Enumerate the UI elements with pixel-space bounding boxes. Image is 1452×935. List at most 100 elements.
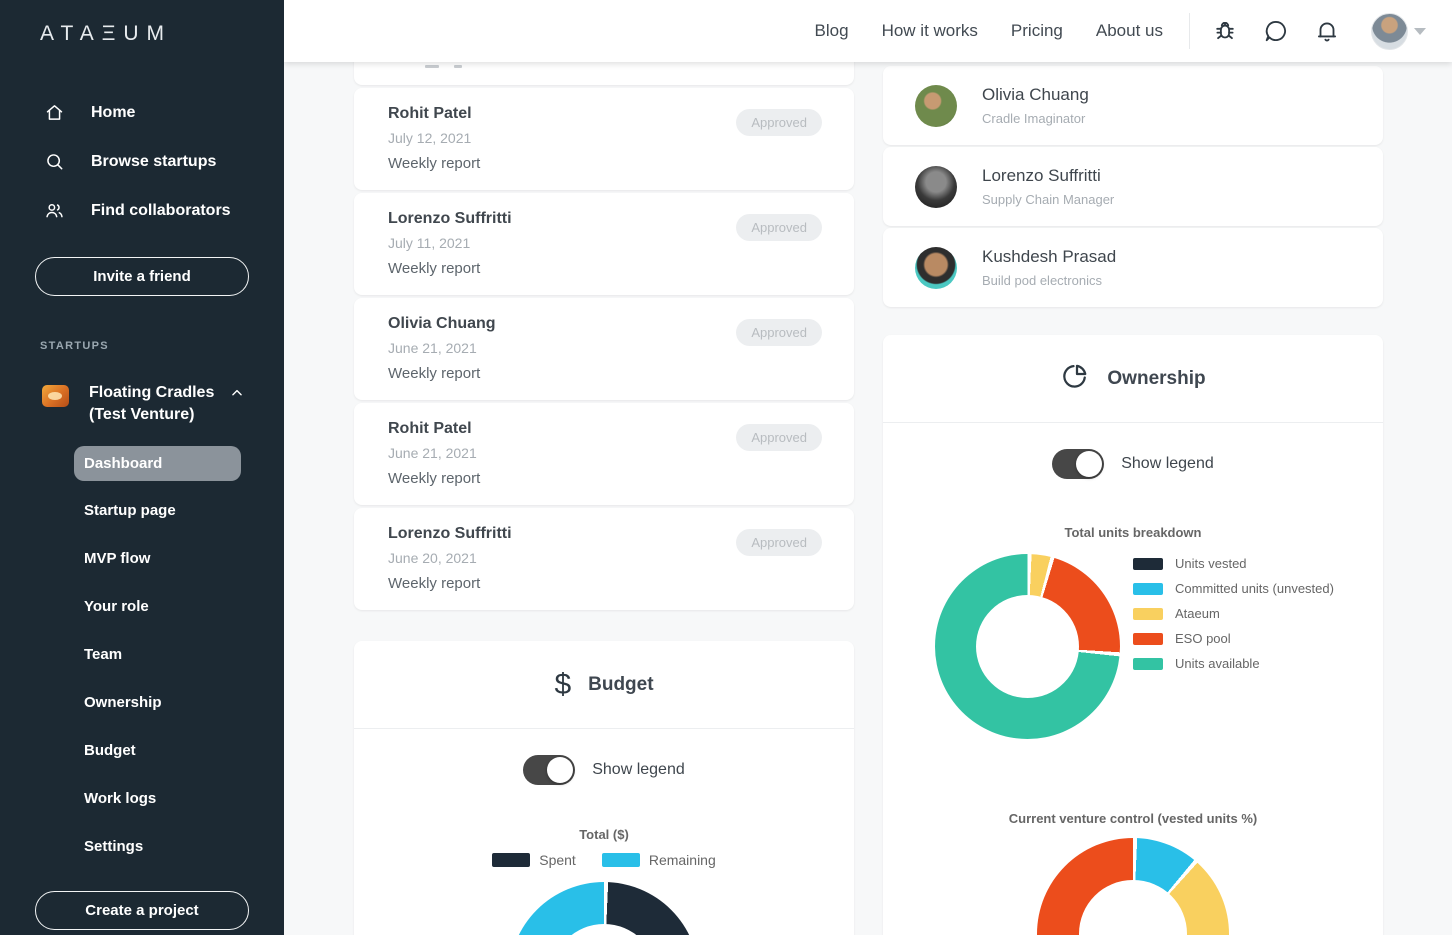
search-icon xyxy=(47,154,63,170)
worklog-row[interactable]: Olivia Chuang June 21, 2021 Weekly repor… xyxy=(354,298,854,400)
cut-text xyxy=(425,65,439,68)
avatar xyxy=(915,246,957,289)
venture-control-chart-title: Current venture control (vested units %) xyxy=(1008,811,1258,826)
user-avatar[interactable] xyxy=(1371,12,1408,50)
worklog-author: Lorenzo Suffritti xyxy=(388,525,512,542)
work-logs-column: Rohit Patel July 12, 2021 Weekly report … xyxy=(354,40,854,935)
topnav-links: Blog How it works Pricing About us xyxy=(815,21,1163,41)
nav-link-blog[interactable]: Blog xyxy=(814,21,849,40)
worklog-date: June 21, 2021 xyxy=(388,340,477,356)
legend-label: Remaining xyxy=(648,852,716,868)
budget-card-title: Budget xyxy=(588,673,654,695)
team-member-row[interactable]: Kushdesh Prasad Build pod electronics xyxy=(883,228,1383,307)
worklog-author: Rohit Patel xyxy=(388,105,472,122)
status-badge: Approved xyxy=(736,214,822,241)
budget-card-header: $ Budget xyxy=(354,641,854,729)
avatar xyxy=(915,84,957,127)
ownership-card-body: Show legend Total units breakdown Units … xyxy=(883,449,1383,935)
units-breakdown-donut-chart xyxy=(935,554,1120,739)
legend-chip-ataeum xyxy=(1133,607,1163,620)
user-menu[interactable] xyxy=(1371,12,1426,50)
legend-chip-spent xyxy=(492,853,531,867)
sidebar-item-settings[interactable]: Settings xyxy=(84,838,144,855)
units-breakdown-chart-title: Total units breakdown xyxy=(1064,525,1202,540)
venture-submenu: Dashboard Startup page MVP flow Your rol… xyxy=(74,446,284,865)
worklog-row[interactable]: Rohit Patel June 21, 2021 Weekly report … xyxy=(354,403,854,505)
legend-item: ESO pool xyxy=(1133,631,1334,646)
worklog-row[interactable]: Lorenzo Suffritti July 11, 2021 Weekly r… xyxy=(354,193,854,295)
legend-label: Units available xyxy=(1175,656,1260,671)
chat-icon[interactable] xyxy=(1263,18,1289,44)
legend-item: Committed units (unvested) xyxy=(1133,581,1334,596)
brand-logo: ATAΞUM xyxy=(40,22,173,45)
venture-thumbnail xyxy=(42,385,69,407)
worklog-date: July 12, 2021 xyxy=(388,130,472,146)
legend-chip-eso-pool xyxy=(1133,632,1163,645)
legend-chip-units-available xyxy=(1133,657,1163,670)
legend-chip-committed-units xyxy=(1133,582,1163,595)
show-legend-toggle[interactable] xyxy=(1052,449,1105,479)
sidebar-item-browse-startups[interactable]: Browse startups xyxy=(0,137,284,186)
toggle-knob xyxy=(1076,451,1103,477)
dollar-icon: $ xyxy=(554,667,572,701)
notifications-icon[interactable] xyxy=(1314,18,1340,44)
sidebar-item-ownership[interactable]: Ownership xyxy=(84,694,162,711)
sidebar-item-home[interactable]: Home xyxy=(0,88,284,137)
budget-donut-chart xyxy=(509,882,699,935)
sidebar-item-work-logs[interactable]: Work logs xyxy=(84,790,157,807)
member-role: Build pod electronics xyxy=(982,273,1102,288)
venture-item-floating-cradles[interactable]: Floating Cradles (Test Venture) xyxy=(42,382,266,426)
people-icon xyxy=(46,203,63,218)
legend-label: Committed units (unvested) xyxy=(1175,581,1334,596)
worklog-author: Lorenzo Suffritti xyxy=(388,210,512,227)
bug-report-icon[interactable] xyxy=(1212,18,1238,44)
avatar xyxy=(915,165,957,208)
legend-label: ESO pool xyxy=(1175,631,1231,646)
member-name: Lorenzo Suffritti xyxy=(982,166,1101,185)
legend-chip-remaining xyxy=(601,853,640,867)
member-name: Olivia Chuang xyxy=(982,85,1089,104)
member-name: Kushdesh Prasad xyxy=(982,247,1117,266)
status-badge: Approved xyxy=(736,319,822,346)
show-legend-toggle[interactable] xyxy=(523,755,576,785)
ownership-card-header: Ownership xyxy=(883,335,1383,423)
worklog-date: June 21, 2021 xyxy=(388,445,477,461)
sidebar-item-your-role[interactable]: Your role xyxy=(84,598,149,615)
team-member-row[interactable]: Lorenzo Suffritti Supply Chain Manager xyxy=(883,147,1383,226)
legend-item: Spent xyxy=(492,852,576,868)
invite-a-friend-button[interactable]: Invite a friend xyxy=(35,257,249,296)
worklog-row[interactable]: Lorenzo Suffritti June 20, 2021 Weekly r… xyxy=(354,508,854,610)
legend-chip-units-vested xyxy=(1133,557,1163,570)
budget-card-body: Show legend Total ($) Spent Remaining xyxy=(354,755,854,935)
legend-item: Remaining xyxy=(601,852,716,868)
create-a-project-button[interactable]: Create a project xyxy=(35,891,249,930)
sidebar-item-mvp-flow[interactable]: MVP flow xyxy=(84,550,151,567)
ownership-card-title: Ownership xyxy=(1107,367,1206,389)
sidebar-item-budget[interactable]: Budget xyxy=(84,742,136,759)
worklog-row[interactable]: Rohit Patel July 12, 2021 Weekly report … xyxy=(354,88,854,190)
startups-section-label: STARTUPS xyxy=(40,340,109,352)
worklog-type: Weekly report xyxy=(388,260,481,277)
sidebar-nav: Home Browse startups Find collaborators xyxy=(0,88,284,235)
chevron-down-icon[interactable] xyxy=(1414,27,1426,35)
sidebar-item-startup-page[interactable]: Startup page xyxy=(84,502,176,519)
worklog-author: Rohit Patel xyxy=(388,420,472,437)
sidebar-item-team[interactable]: Team xyxy=(84,646,123,663)
sidebar-item-find-collaborators[interactable]: Find collaborators xyxy=(0,186,284,235)
show-legend-label: Show legend xyxy=(592,761,685,778)
units-breakdown-legend: Units vested Committed units (unvested) … xyxy=(1133,556,1334,671)
member-role: Cradle Imaginator xyxy=(982,111,1086,126)
sidebar-item-label: Browse startups xyxy=(91,152,217,170)
team-member-row[interactable]: Olivia Chuang Cradle Imaginator xyxy=(883,66,1383,145)
status-badge: Approved xyxy=(736,109,822,136)
worklog-type: Weekly report xyxy=(388,155,481,172)
sidebar-item-label: Home xyxy=(91,103,136,121)
budget-chart-title: Total ($) xyxy=(579,827,629,842)
nav-link-about-us[interactable]: About us xyxy=(1095,21,1163,40)
topbar-icons xyxy=(1212,12,1426,50)
nav-link-how-it-works[interactable]: How it works xyxy=(881,21,978,40)
sidebar-item-dashboard[interactable]: Dashboard xyxy=(74,446,241,481)
legend-item: Ataeum xyxy=(1133,606,1334,621)
nav-link-pricing[interactable]: Pricing xyxy=(1010,21,1063,40)
chevron-up-icon[interactable] xyxy=(230,386,244,405)
